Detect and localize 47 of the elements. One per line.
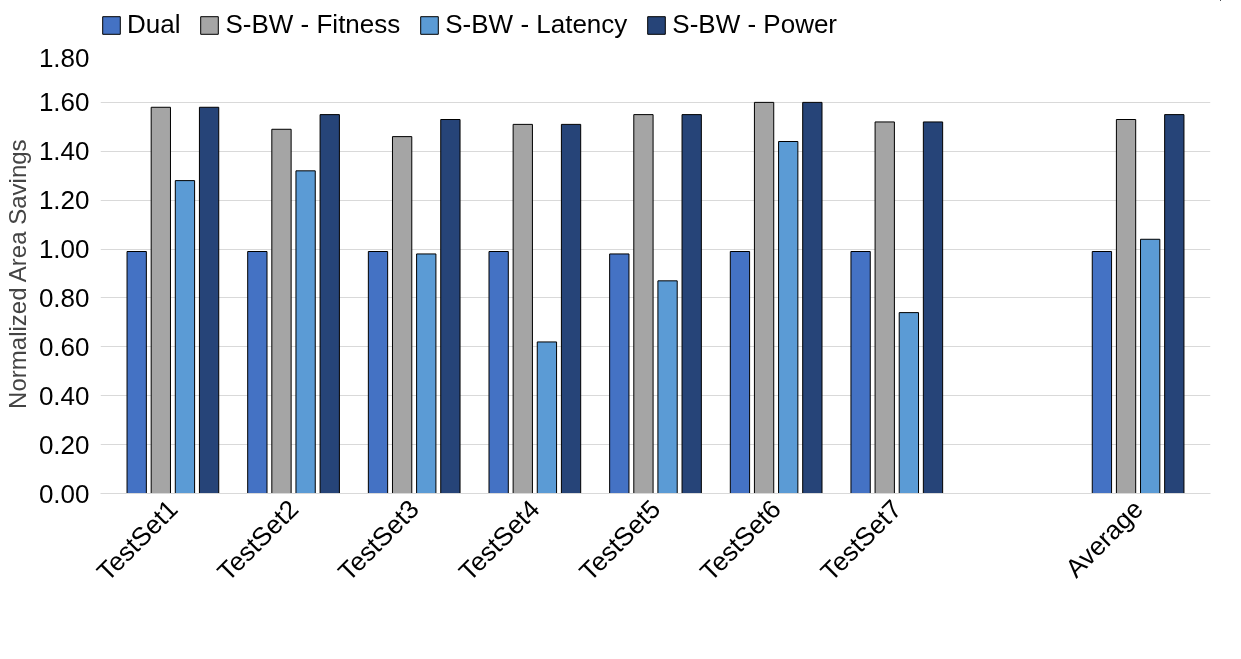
y-tick-label: 0.00 (38, 478, 90, 509)
bar (802, 101, 823, 494)
bar (126, 251, 147, 494)
bar (657, 280, 678, 494)
y-tick-label: 0.40 (38, 380, 90, 411)
bar (874, 121, 895, 494)
bar (391, 136, 413, 494)
y-tick-label: 0.60 (38, 331, 90, 362)
bar (609, 253, 630, 494)
bar (1140, 238, 1161, 494)
legend-label: S-BW - Fitness (225, 9, 401, 40)
y-tick-label: 0.20 (38, 429, 90, 460)
bar (922, 121, 944, 494)
bar (174, 180, 196, 494)
bar (1164, 114, 1185, 494)
y-tick-label: 1.20 (38, 185, 90, 216)
bar (681, 114, 702, 494)
legend-label: S-BW - Power (672, 9, 838, 40)
bar (850, 251, 871, 494)
bar (150, 106, 171, 494)
bar (512, 123, 533, 494)
bar (247, 251, 268, 494)
bar (729, 251, 751, 494)
bar (440, 119, 461, 494)
bar (1091, 251, 1113, 494)
legend-label: Dual (127, 9, 181, 40)
legend-label: S-BW - Latency (445, 9, 628, 40)
bar (778, 141, 799, 494)
bar (416, 253, 437, 494)
bar (488, 251, 509, 494)
bar (898, 312, 920, 494)
bar (753, 101, 775, 494)
bar (271, 128, 292, 494)
y-tick-label: 0.80 (38, 282, 90, 313)
bar (367, 251, 389, 494)
y-axis-title: Normalized Area Savings (3, 139, 31, 409)
y-tick-label: 1.60 (38, 87, 90, 118)
y-tick-label: 1.80 (38, 42, 90, 73)
bar (319, 114, 340, 494)
y-tick-label: 1.40 (38, 136, 90, 167)
y-tick-label: 1.00 (38, 234, 90, 265)
bar (633, 114, 654, 494)
bar (295, 170, 316, 494)
bar (198, 106, 220, 494)
bar (560, 123, 582, 494)
bar (1115, 119, 1137, 494)
bar (536, 341, 558, 494)
